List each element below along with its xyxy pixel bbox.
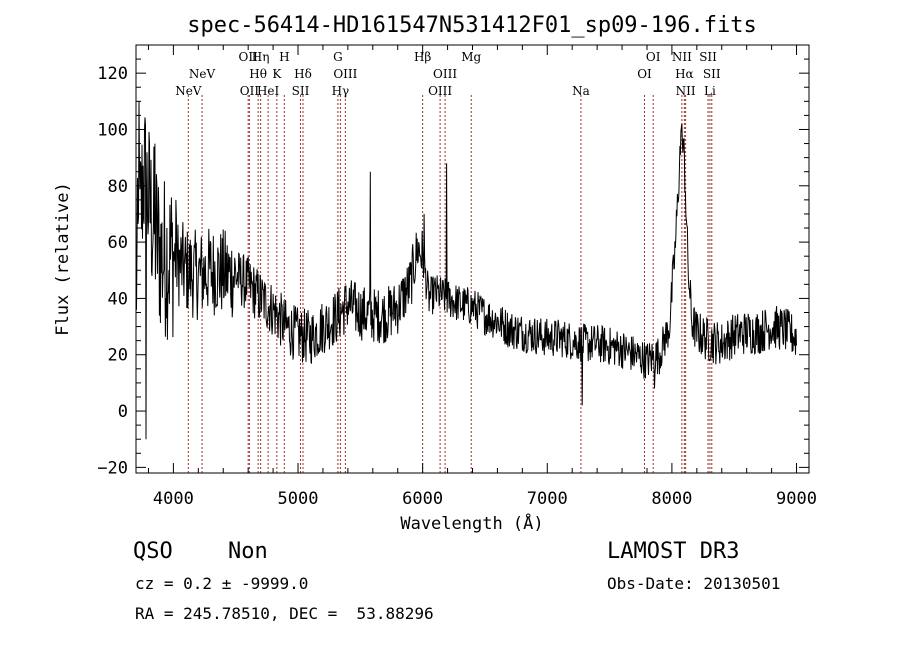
spectral-line-label: SII xyxy=(699,50,717,64)
y-tick-label: 100 xyxy=(97,120,128,140)
spectral-line-label: SII xyxy=(703,67,721,81)
x-axis-label: Wavelength (Å) xyxy=(400,512,543,534)
spectral-line-label: Mg xyxy=(461,50,481,64)
spectral-line-label: K xyxy=(272,67,282,81)
spectral-line-label: NII xyxy=(676,84,696,98)
x-tick-label: 9000 xyxy=(776,489,817,509)
spectrum-layer xyxy=(135,101,797,440)
chart-title: spec-56414-HD161547N531412F01_sp09-196.f… xyxy=(187,13,757,38)
spectral-line-label: OI xyxy=(637,67,652,81)
spectral-line-label: Hθ xyxy=(249,67,267,81)
x-tick-label: 6000 xyxy=(402,489,443,509)
y-tick-label: 40 xyxy=(108,289,128,309)
spectral-line-markers xyxy=(187,95,713,473)
y-tick-label: 0 xyxy=(118,402,128,422)
spectral-line-label: OII xyxy=(240,84,260,98)
object-subclass: Non xyxy=(228,539,268,564)
x-tick-label: 4000 xyxy=(153,489,194,509)
x-axis-ticks: 4000 5000 6000 7000 8000 9000 xyxy=(147,45,817,509)
redshift-line: cz = 0.2 ± -9999.0 xyxy=(135,574,309,593)
spectral-line-label: Li xyxy=(704,84,716,98)
spectral-line-label: OII xyxy=(239,50,259,64)
y-tick-label: 120 xyxy=(97,64,128,84)
object-class: QSO xyxy=(133,539,173,564)
spectral-line-label: Hδ xyxy=(294,67,312,81)
spectrum-series-line xyxy=(135,101,797,440)
spectral-line-label: OIII xyxy=(333,67,357,81)
y-tick-label: −20 xyxy=(97,458,128,478)
spectral-line-label: SII xyxy=(292,84,310,98)
spectral-line-label: NeV xyxy=(189,67,216,81)
spectral-line-label: HeI xyxy=(257,84,280,98)
spectral-line-label: Hβ xyxy=(414,50,431,64)
spectral-line-label: G xyxy=(333,50,343,64)
spectral-line-label: Na xyxy=(572,84,590,98)
spectral-line-label: OIII xyxy=(428,84,452,98)
spectral-line-label: Hη xyxy=(252,50,270,64)
spectral-line-label: Hγ xyxy=(332,84,350,98)
y-axis-label: Flux (relative) xyxy=(53,182,73,336)
spectral-line-label: NII xyxy=(672,50,692,64)
spectral-line-label: OIII xyxy=(433,67,457,81)
y-axis-ticks: −20 0 20 40 60 80 100 120 xyxy=(97,44,809,478)
spectral-line-label: H xyxy=(279,50,289,64)
y-tick-label: 60 xyxy=(108,233,128,253)
spectral-line-label: OI xyxy=(646,50,661,64)
y-tick-label: 20 xyxy=(108,346,128,366)
x-tick-label: 5000 xyxy=(278,489,319,509)
spectral-line-label: Hα xyxy=(675,67,694,81)
ra-dec-line: RA = 245.78510, DEC = 53.88296 xyxy=(135,604,434,623)
x-tick-label: 7000 xyxy=(527,489,568,509)
obs-date: Obs-Date: 20130501 xyxy=(607,574,781,593)
spectral-line-label: NeV xyxy=(175,84,202,98)
y-tick-label: 80 xyxy=(108,177,128,197)
x-tick-label: 8000 xyxy=(651,489,692,509)
survey-name: LAMOST DR3 xyxy=(607,539,740,564)
